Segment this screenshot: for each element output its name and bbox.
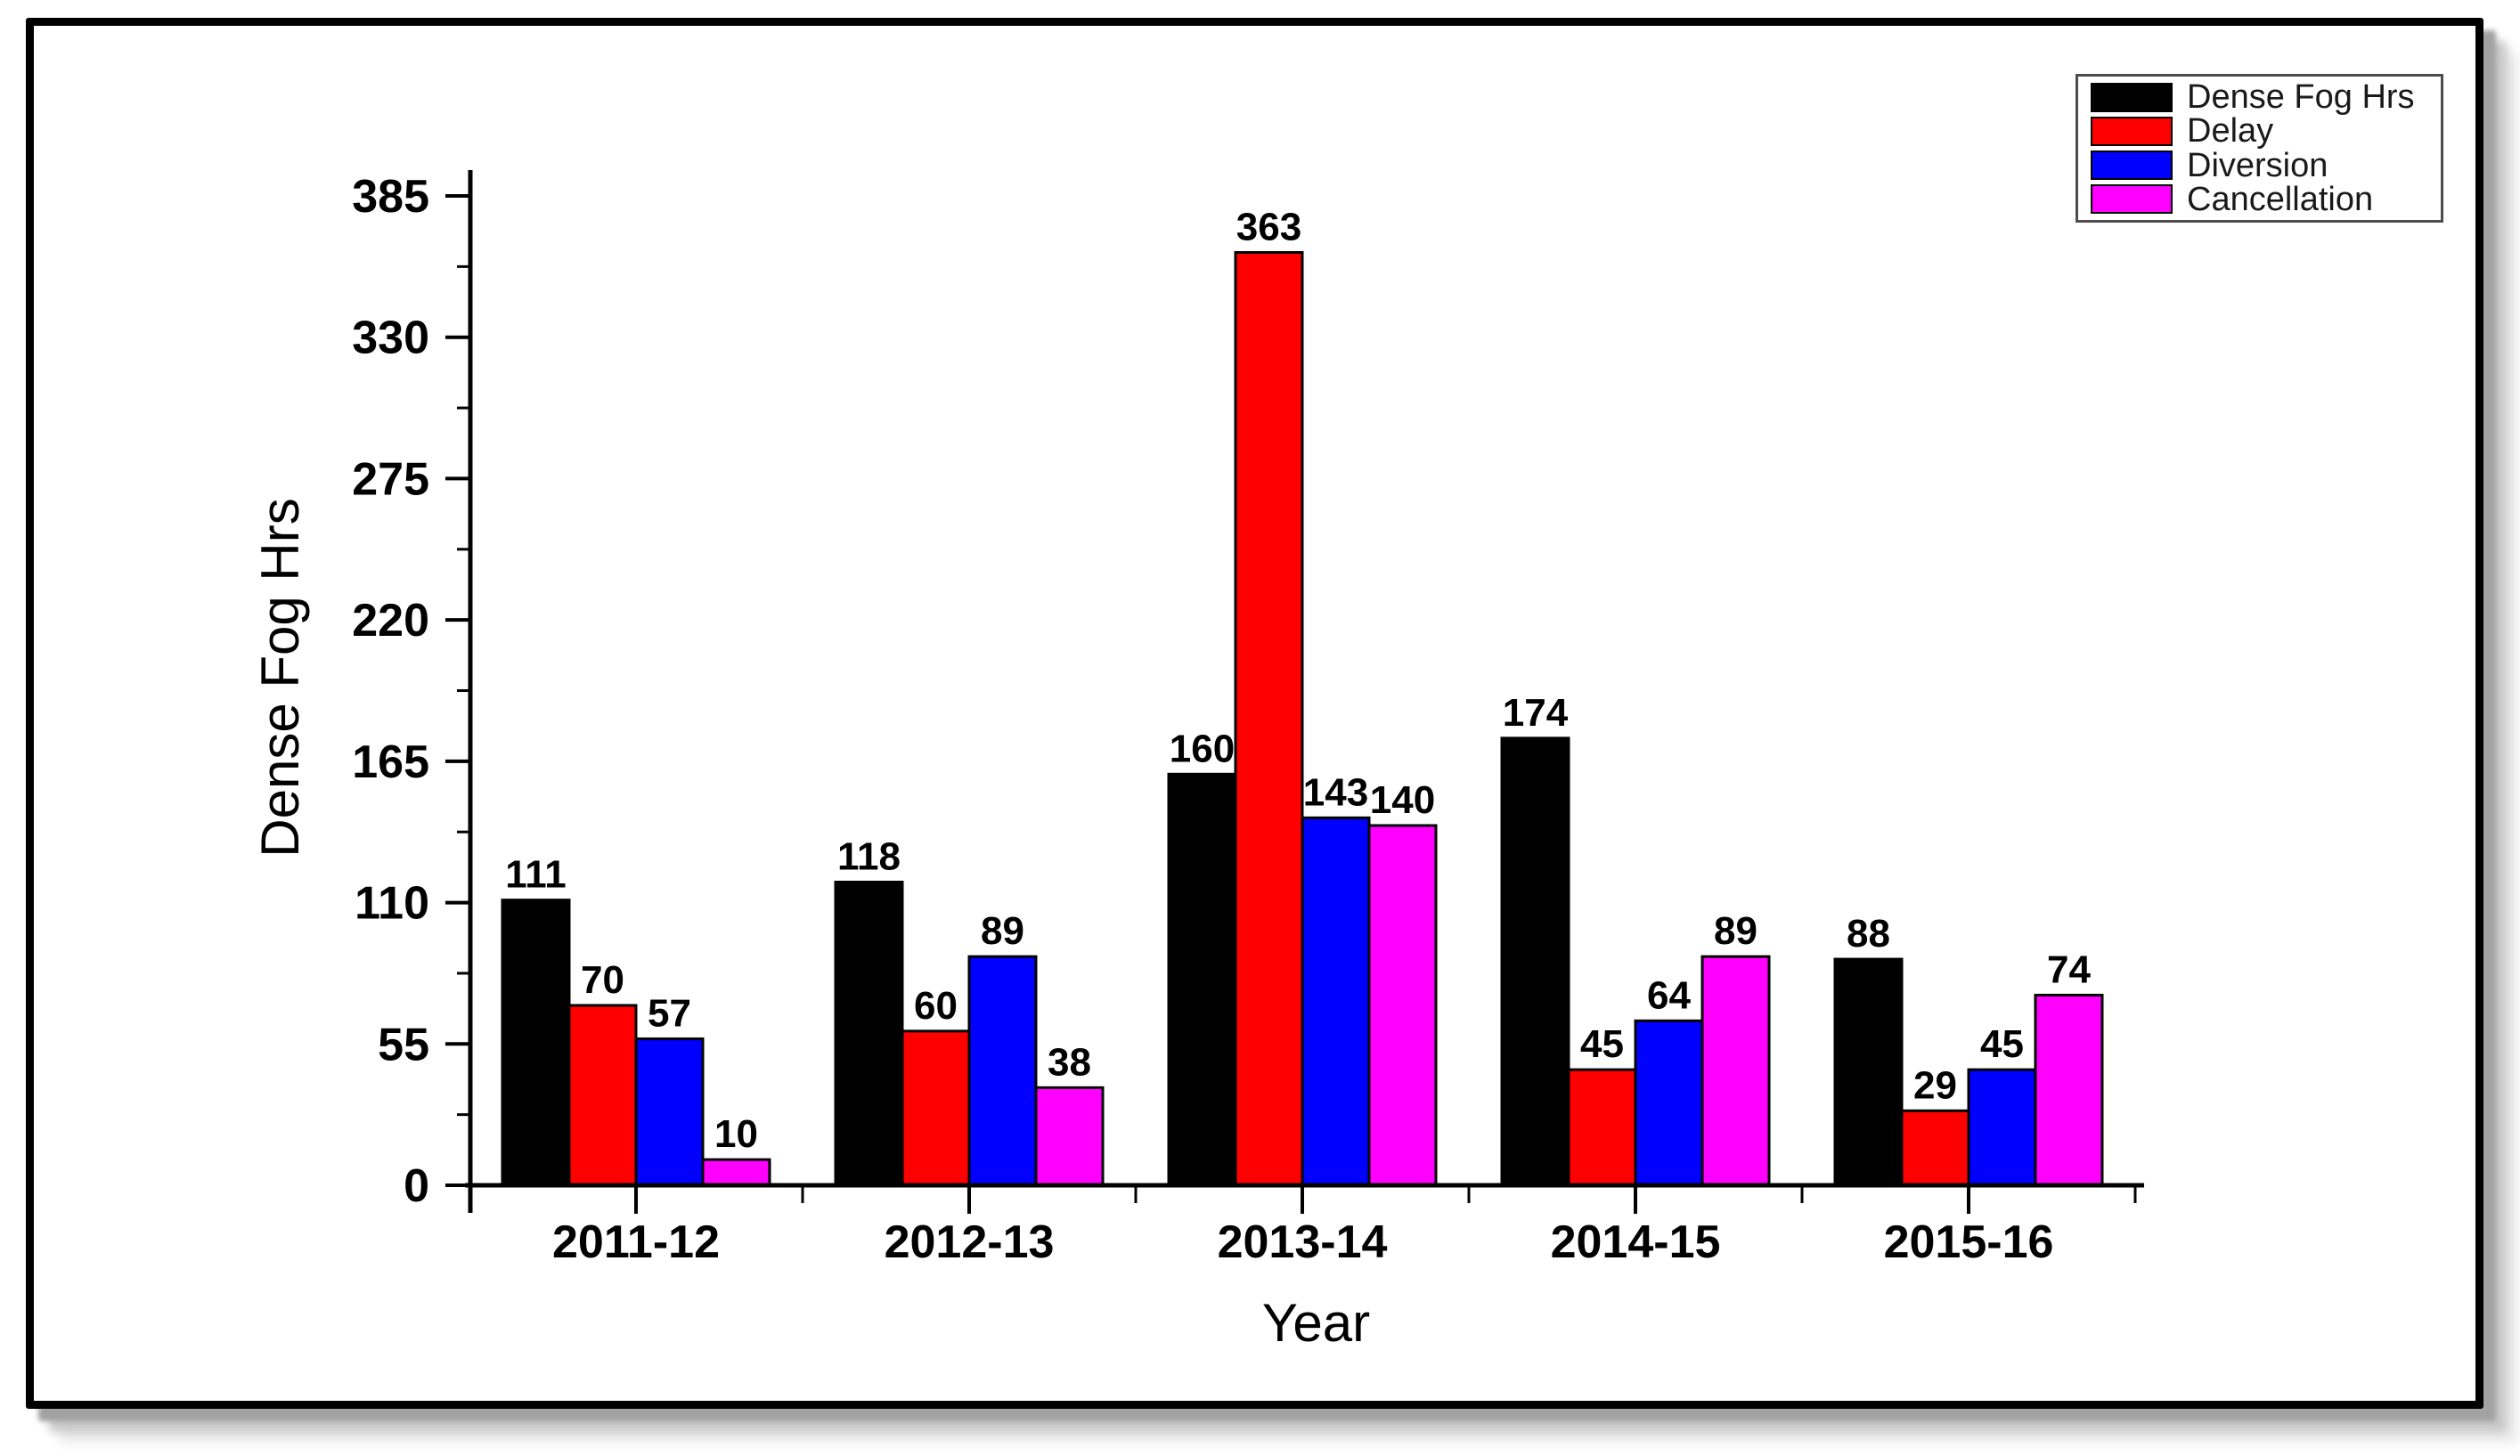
bar-dense-fog-hrs-2012-13 (834, 880, 904, 1187)
legend-swatch-delay (2091, 116, 2173, 146)
x-tick-label: 2014-15 (1551, 1216, 1721, 1268)
y-tick-label: 55 (378, 1019, 429, 1070)
y-axis-title: Dense Fog Hrs (250, 498, 310, 857)
bar-delay-2012-13 (901, 1029, 971, 1187)
y-tick-label: 275 (352, 453, 429, 505)
y-tick-label: 385 (352, 171, 429, 223)
bar-diversion-2011-12 (634, 1037, 705, 1187)
legend-label-delay: Delay (2187, 112, 2274, 150)
bar-delay-2015-16 (1900, 1109, 1970, 1187)
bar-diversion-2014-15 (1634, 1019, 1704, 1187)
bar-value-label: 143 (1303, 770, 1368, 814)
bar-cancellation-2015-16 (2034, 993, 2104, 1187)
bar-value-label: 38 (1048, 1040, 1091, 1084)
y-tick-label: 0 (404, 1160, 429, 1212)
axes (445, 170, 2144, 1214)
bar-dense-fog-hrs-2011-12 (501, 899, 571, 1187)
y-tick-label: 110 (355, 878, 429, 930)
bar-value-label: 140 (1370, 778, 1435, 822)
bar-value-label: 88 (1847, 912, 1890, 956)
x-tick-label: 2015-16 (1884, 1216, 2054, 1268)
bar-value-label: 363 (1236, 205, 1301, 248)
y-tick-label: 330 (352, 313, 429, 364)
bar-value-label: 57 (648, 992, 691, 1036)
x-axis-title: Year (1262, 1293, 1370, 1353)
bar-value-label: 45 (1980, 1022, 2024, 1066)
legend-item-dense-fog-hrs: Dense Fog Hrs (2091, 80, 2441, 114)
bar-cancellation-2014-15 (1700, 955, 1771, 1187)
bars (501, 250, 2104, 1187)
bar-value-label: 74 (2047, 948, 2091, 991)
bar-value-label: 70 (581, 958, 624, 1002)
legend-label-diversion: Diversion (2187, 146, 2328, 184)
x-tick-label: 2011-12 (552, 1216, 720, 1268)
bar-delay-2014-15 (1567, 1068, 1637, 1187)
bar-delay-2013-14 (1234, 250, 1304, 1187)
legend-swatch-diversion (2091, 150, 2173, 181)
bar-value-label: 174 (1503, 691, 1569, 735)
bar-diversion-2015-16 (1967, 1068, 2037, 1187)
bar-value-label: 10 (714, 1112, 758, 1156)
bar-value-label: 64 (1647, 973, 1691, 1017)
y-tick-label: 165 (352, 736, 429, 788)
y-tick-label: 220 (352, 595, 429, 647)
x-tick-label: 2013-14 (1218, 1216, 1388, 1268)
bar-value-label: 89 (1714, 909, 1757, 953)
legend-label-cancellation: Cancellation (2187, 180, 2374, 218)
bar-dense-fog-hrs-2013-14 (1167, 772, 1237, 1187)
bar-dense-fog-hrs-2015-16 (1833, 957, 1904, 1187)
legend-label-dense-fog-hrs: Dense Fog Hrs (2187, 78, 2415, 117)
legend: Dense Fog Hrs Delay Diversion Cancellati… (2076, 74, 2443, 223)
bar-cancellation-2011-12 (701, 1158, 771, 1187)
bar-value-label: 111 (505, 853, 567, 897)
bar-dense-fog-hrs-2014-15 (1500, 736, 1570, 1187)
bar-value-label: 118 (837, 834, 901, 878)
legend-swatch-dense-fog-hrs (2091, 82, 2173, 112)
bar-value-label: 29 (1913, 1063, 1957, 1107)
bar-value-label: 89 (981, 909, 1024, 953)
x-tick-label: 2012-13 (885, 1216, 1055, 1268)
legend-item-cancellation: Cancellation (2091, 183, 2441, 216)
bar-value-label: 160 (1170, 727, 1235, 770)
bar-delay-2011-12 (567, 1004, 638, 1187)
labels: 111 70 57 10 118 60 89 38 160 363 143 140 174 45 64 89 8… (250, 171, 2091, 1353)
legend-item-diversion: Diversion (2091, 149, 2441, 183)
bar-cancellation-2012-13 (1034, 1086, 1105, 1187)
bar-diversion-2012-13 (967, 955, 1038, 1187)
legend-swatch-cancellation (2091, 184, 2173, 215)
legend-item-delay: Delay (2091, 114, 2441, 148)
bar-diversion-2013-14 (1301, 816, 1371, 1187)
bar-value-label: 60 (914, 984, 958, 1028)
bar-cancellation-2013-14 (1367, 824, 1438, 1187)
bar-value-label: 45 (1580, 1022, 1624, 1066)
